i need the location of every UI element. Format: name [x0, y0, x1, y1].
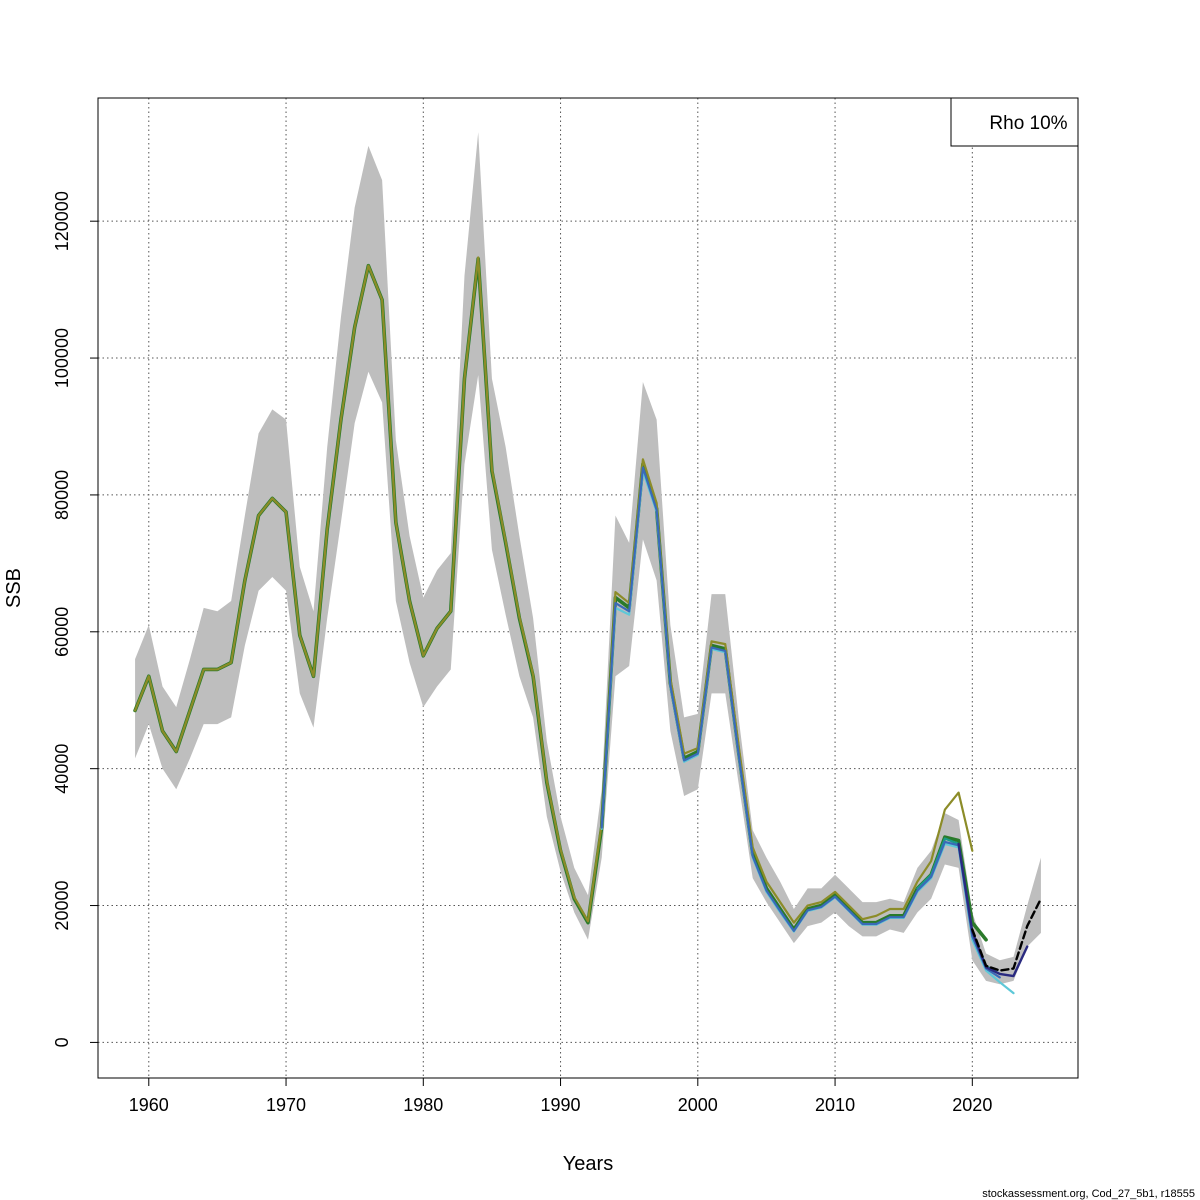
- x-tick-label: 1990: [541, 1095, 581, 1115]
- confidence-band: [135, 132, 1041, 985]
- series-line-4: [600, 466, 1001, 979]
- x-tick-label: 1980: [403, 1095, 443, 1115]
- y-axis: 0 20000 40000 60000 80000 100000 120000: [52, 191, 99, 1047]
- x-axis: 1960 1970 1980 1990 2000 2010 2020: [129, 1077, 992, 1115]
- x-tick-label: 1960: [129, 1095, 169, 1115]
- legend-box: [950, 97, 1079, 147]
- y-tick-label: 60000: [52, 607, 72, 657]
- confidence-band-layer: [135, 132, 1041, 985]
- y-tick-label: 100000: [52, 328, 72, 388]
- y-tick-label: 20000: [52, 881, 72, 931]
- x-tick-label: 2000: [678, 1095, 718, 1115]
- y-tick-label: 120000: [52, 191, 72, 251]
- x-axis-title: Years: [563, 1153, 613, 1175]
- credit-text: stockassessment.org, Cod_27_5b1, r18555: [982, 1188, 1195, 1200]
- legend-text: Rho 10%: [989, 113, 1067, 134]
- y-tick-label: 80000: [52, 470, 72, 520]
- x-tick-label: 2020: [952, 1095, 992, 1115]
- series-layer: [133, 256, 1043, 995]
- series-line-6: [971, 897, 1043, 972]
- x-tick-label: 1970: [266, 1095, 306, 1115]
- x-tick-label: 2010: [815, 1095, 855, 1115]
- y-axis-title: SSB: [3, 568, 25, 608]
- series-line-5: [957, 842, 1029, 978]
- y-tick-label: 40000: [52, 744, 72, 794]
- y-tick-label: 0: [52, 1037, 72, 1047]
- legend: Rho 10%: [950, 97, 1079, 147]
- series-line-1: [133, 256, 974, 924]
